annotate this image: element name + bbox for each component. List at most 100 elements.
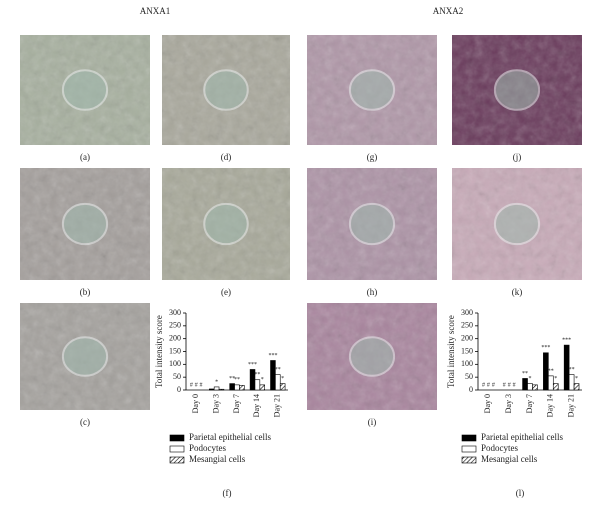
x-tick-label: Day 21 xyxy=(273,394,282,417)
bar xyxy=(239,385,245,391)
significance-mark: ** xyxy=(548,368,554,374)
x-tick-label: Day 14 xyxy=(546,394,555,417)
significance-mark: * xyxy=(261,377,264,383)
header: ANXA2 xyxy=(433,6,464,16)
significance-mark: # xyxy=(190,382,193,388)
panel-label: (c) xyxy=(80,417,90,427)
significance-mark: * xyxy=(575,376,578,382)
legend-label: Podocytes xyxy=(189,443,226,453)
y-tick-label: 100 xyxy=(461,359,473,368)
glomerulus xyxy=(348,69,396,111)
glomerulus xyxy=(203,69,249,111)
y-axis-label: Total intensity score xyxy=(154,315,164,388)
panel-label: (l) xyxy=(516,488,525,498)
x-tick-label: Day 0 xyxy=(483,394,492,413)
panel-label: (g) xyxy=(367,152,378,162)
x-tick-label: Day 3 xyxy=(504,394,513,413)
x-tick-label: Day 7 xyxy=(525,394,534,413)
panel-label: (k) xyxy=(512,287,523,297)
significance-mark: # xyxy=(482,382,485,388)
bar xyxy=(213,386,220,391)
significance-mark: * xyxy=(215,379,218,385)
significance-mark: # xyxy=(200,382,203,388)
significance-mark: ** xyxy=(569,367,575,373)
significance-mark: ** xyxy=(234,377,240,383)
y-tick-label: 0 xyxy=(469,385,473,394)
panel-label: (b) xyxy=(80,287,91,297)
x-tick-label: Day 21 xyxy=(566,394,575,417)
significance-mark: # xyxy=(195,382,198,388)
bar xyxy=(522,378,528,391)
panel-label: (e) xyxy=(221,287,231,297)
significance-mark: # xyxy=(503,382,506,388)
bar xyxy=(209,388,215,391)
y-tick-label: 150 xyxy=(169,346,181,355)
panel-label: (d) xyxy=(221,152,232,162)
x-tick-label: Day 14 xyxy=(252,394,261,417)
panel-label: (a) xyxy=(80,152,90,162)
bar xyxy=(552,383,559,391)
legend-swatch xyxy=(461,445,477,453)
bar xyxy=(568,374,575,391)
glomerulus xyxy=(493,202,541,246)
glomerulus xyxy=(203,202,249,246)
legend-label: Mesangial cells xyxy=(189,454,246,464)
bar xyxy=(573,383,580,391)
x-tick-label: Day 3 xyxy=(211,394,220,413)
significance-mark: # xyxy=(508,382,511,388)
significance-mark: ** xyxy=(275,367,281,373)
header: ANXA1 xyxy=(140,6,171,16)
y-tick-label: 250 xyxy=(169,321,181,330)
bar xyxy=(229,383,235,391)
significance-mark: # xyxy=(513,382,516,388)
panel-label: (j) xyxy=(513,152,522,162)
glomerulus xyxy=(61,336,109,377)
x-tick-label: Day 0 xyxy=(191,394,200,413)
significance-mark: *** xyxy=(541,345,550,351)
x-tick-label: Day 7 xyxy=(232,394,241,413)
y-tick-label: 300 xyxy=(169,308,181,317)
y-tick-label: 150 xyxy=(461,346,473,355)
y-tick-label: 250 xyxy=(461,321,473,330)
panel-label: (h) xyxy=(367,287,378,297)
legend-swatch xyxy=(169,434,185,442)
bar xyxy=(218,388,225,391)
legend-label: Mesangial cells xyxy=(481,454,538,464)
bar xyxy=(527,383,533,391)
panel-label: (f) xyxy=(223,488,232,498)
legend-swatch xyxy=(461,434,477,442)
significance-mark: ** xyxy=(229,376,235,382)
significance-mark: * xyxy=(554,376,557,382)
y-tick-label: 100 xyxy=(169,359,181,368)
significance-mark: * xyxy=(281,376,284,382)
significance-mark: * xyxy=(529,376,532,382)
glomerulus xyxy=(61,69,109,111)
bar xyxy=(548,375,554,391)
significance-mark: *** xyxy=(268,353,277,359)
y-tick-label: 300 xyxy=(461,308,473,317)
significance-mark: ** xyxy=(254,372,260,378)
y-tick-label: 50 xyxy=(465,372,473,381)
legend-label: Parietal epithelial cells xyxy=(481,432,563,442)
y-tick-label: 50 xyxy=(173,372,181,381)
legend-swatch xyxy=(169,445,185,453)
bar xyxy=(254,379,261,391)
glomerulus xyxy=(493,69,541,111)
legend-label: Podocytes xyxy=(481,443,518,453)
significance-mark: # xyxy=(492,382,495,388)
y-tick-label: 200 xyxy=(169,333,181,342)
legend-label: Parietal epithelial cells xyxy=(189,432,271,442)
bar xyxy=(532,384,538,391)
glomerulus xyxy=(348,336,396,377)
panel-label: (i) xyxy=(368,417,377,427)
significance-mark: ** xyxy=(522,371,528,377)
y-tick-label: 0 xyxy=(177,385,181,394)
bar xyxy=(275,374,281,391)
significance-mark: # xyxy=(487,382,490,388)
legend-swatch xyxy=(461,456,477,464)
glomerulus xyxy=(348,202,396,246)
glomerulus xyxy=(61,202,109,246)
bar xyxy=(543,352,549,391)
significance-mark: *** xyxy=(248,362,257,368)
